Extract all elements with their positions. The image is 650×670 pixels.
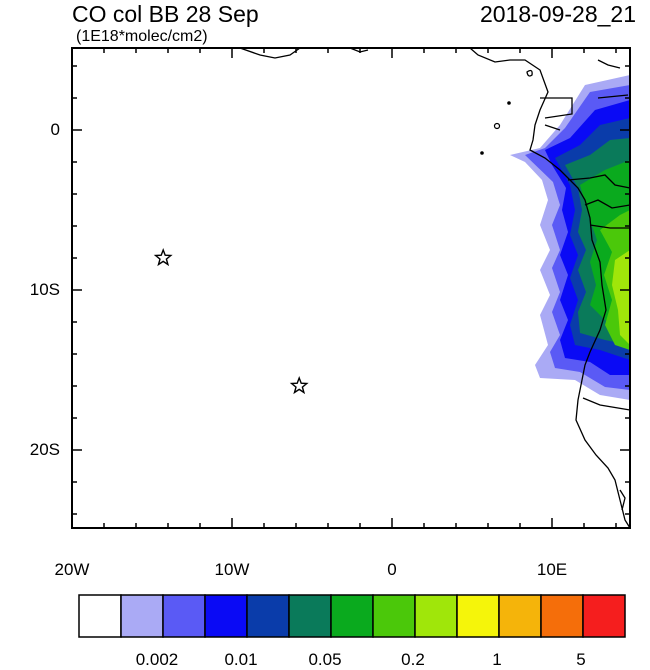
- colorbar-box: [372, 594, 416, 638]
- colorbar-box: [540, 594, 584, 638]
- units-label: (1E18*molec/cm2): [76, 28, 208, 45]
- border-4: [567, 174, 631, 189]
- border-5: [584, 199, 631, 209]
- colorbar-box: [162, 594, 206, 638]
- colorbar-box: [582, 594, 626, 638]
- island-2: [507, 101, 511, 105]
- x-tick-label-20w: 20W: [54, 560, 90, 579]
- map-title: CO col BB 28 Sep: [72, 1, 259, 27]
- star-marker-icon: [289, 376, 309, 395]
- colorbar-label-1: 0.01: [224, 650, 258, 669]
- coastline-island: [526, 69, 533, 77]
- border-3: [544, 124, 561, 131]
- colorbar-box: [246, 594, 290, 638]
- y-tick-label-0: 0: [50, 120, 60, 139]
- border-2: [597, 94, 629, 99]
- colorbar-box: [288, 594, 332, 638]
- coastline-africa: [469, 47, 631, 529]
- x-tick-label-10e: 10E: [536, 560, 568, 579]
- x-tick-label-10w: 10W: [214, 560, 250, 579]
- colorbar-label-5: 5: [576, 650, 586, 669]
- station-markers: [153, 248, 309, 395]
- colorbar-box: [330, 594, 374, 638]
- colorbar-box: [456, 594, 500, 638]
- coastline-north: [239, 47, 301, 59]
- co-plume: [510, 75, 630, 400]
- colorbar: [78, 594, 626, 638]
- border-1: [540, 97, 573, 119]
- plot-frame: [71, 47, 631, 529]
- x-tick-label-0: 0: [387, 560, 397, 579]
- colorbar-label-3: 0.2: [401, 650, 425, 669]
- colorbar-label-2: 0.05: [308, 650, 342, 669]
- colorbar-label-4: 1: [492, 650, 502, 669]
- y-tick-label-10s: 10S: [29, 280, 60, 299]
- border-6: [589, 224, 630, 229]
- colorbar-box: [120, 594, 164, 638]
- tick-marks: [72, 48, 630, 528]
- small-islands: [480, 101, 511, 155]
- coastlines: [239, 47, 631, 529]
- y-tick-label-20s: 20S: [29, 440, 60, 459]
- star-marker-icon: [153, 248, 173, 267]
- border-7: [597, 59, 621, 69]
- border-8: [582, 397, 631, 411]
- colorbar-box: [78, 594, 122, 638]
- map-date: 2018-09-28_21: [479, 1, 636, 27]
- border-9: [619, 489, 626, 511]
- colorbar-label-0: 0.002: [135, 650, 179, 669]
- island-1: [493, 122, 501, 130]
- island-3: [480, 151, 484, 155]
- colorbar-box: [498, 594, 542, 638]
- colorbar-box: [414, 594, 458, 638]
- colorbar-box: [204, 594, 248, 638]
